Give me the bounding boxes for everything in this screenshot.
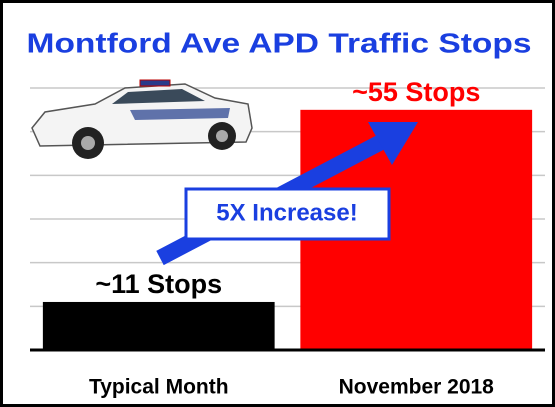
chart-title: Montford Ave APD Traffic Stops <box>27 27 532 58</box>
bar <box>43 302 275 350</box>
value-label: ~11 Stops <box>95 269 222 299</box>
value-label: ~55 Stops <box>352 77 480 107</box>
annotation: 5X Increase! <box>216 199 357 226</box>
x-tick-label: Typical Month <box>89 376 229 399</box>
x-tick-label: November 2018 <box>339 376 495 399</box>
chart: 5X Increase! Montford Ave APD Traffic St… <box>0 0 555 407</box>
